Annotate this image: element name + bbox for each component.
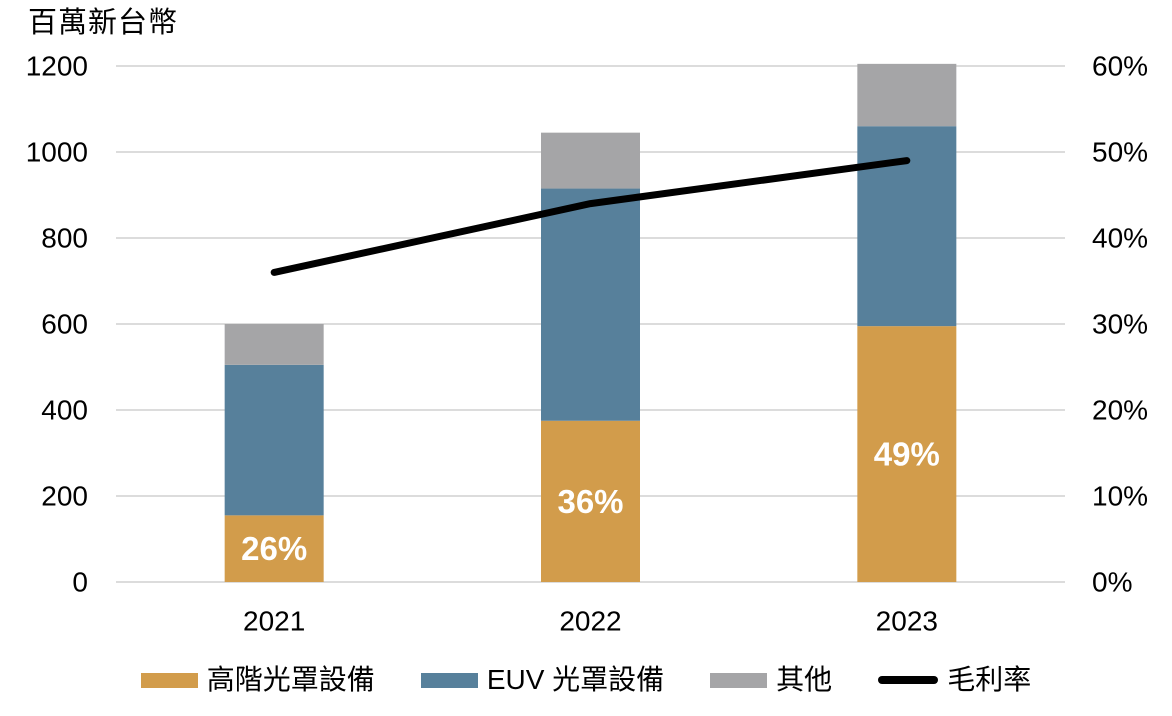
bar-segment [541,188,640,421]
legend-swatch-advanced-mask-equipment [140,672,198,688]
legend-label-other: 其他 [776,664,833,695]
legend: 高階光罩設備 EUV 光罩設備 其他 毛利率 [0,666,1172,694]
bar-percentage-label: 26% [241,530,307,567]
bar-segment [541,132,640,189]
bar-segment [857,63,957,127]
y-axis-right-tick-label: 0% [1092,567,1132,598]
gross-margin-line [270,157,911,276]
bar-segment [224,515,324,582]
y-axis-right-tick-label: 30% [1092,309,1148,340]
y-axis-left-tick-label: 0 [72,567,88,598]
x-axis-year-label: 2023 [876,606,938,637]
legend-label-advanced-mask-equipment: 高階光罩設備 [206,664,375,695]
bar-percentage-label: 36% [557,483,623,520]
legend-swatch-euv-mask-equipment [420,672,478,688]
legend-item-other: 其他 [710,666,832,694]
y-axis-right-tick-label: 60% [1092,51,1148,82]
legend-label-euv-mask-equipment: EUV 光罩設備 [486,664,665,695]
bar-segment [224,324,324,365]
legend-item-advanced-mask-equipment: 高階光罩設備 [140,664,375,695]
y-axis-left-tick-label: 600 [41,309,88,340]
legend-line-swatch-gross-margin [878,676,939,684]
legend-item-euv-mask-equipment: EUV 光罩設備 [420,664,665,695]
y-axis-right-tick-label: 20% [1092,395,1148,426]
y-axis-left-tick-label: 1200 [26,51,88,82]
y-axis-left-tick-label: 800 [41,223,88,254]
y-axis-left-tick-label: 1000 [26,137,88,168]
bar-segment [541,420,640,582]
y-axis-left-tick-label: 200 [41,481,88,512]
x-axis-year-label: 2022 [559,606,621,637]
bar-segment [857,126,957,327]
y-axis-unit-label: 百萬新台幣 [28,7,179,39]
y-axis-left-tick-label: 400 [41,395,88,426]
legend-swatch-other [710,672,768,688]
legend-label-gross-margin: 毛利率 [947,664,1032,695]
bar-segment [857,326,957,582]
bar-segment [224,364,324,516]
y-axis-right-tick-label: 10% [1092,481,1148,512]
y-axis-right-tick-label: 50% [1092,137,1148,168]
x-axis-year-label: 2021 [243,606,305,637]
legend-item-gross-margin: 毛利率 [878,666,1031,694]
y-axis-right-tick-label: 40% [1092,223,1148,254]
bar-percentage-label: 49% [874,436,940,473]
